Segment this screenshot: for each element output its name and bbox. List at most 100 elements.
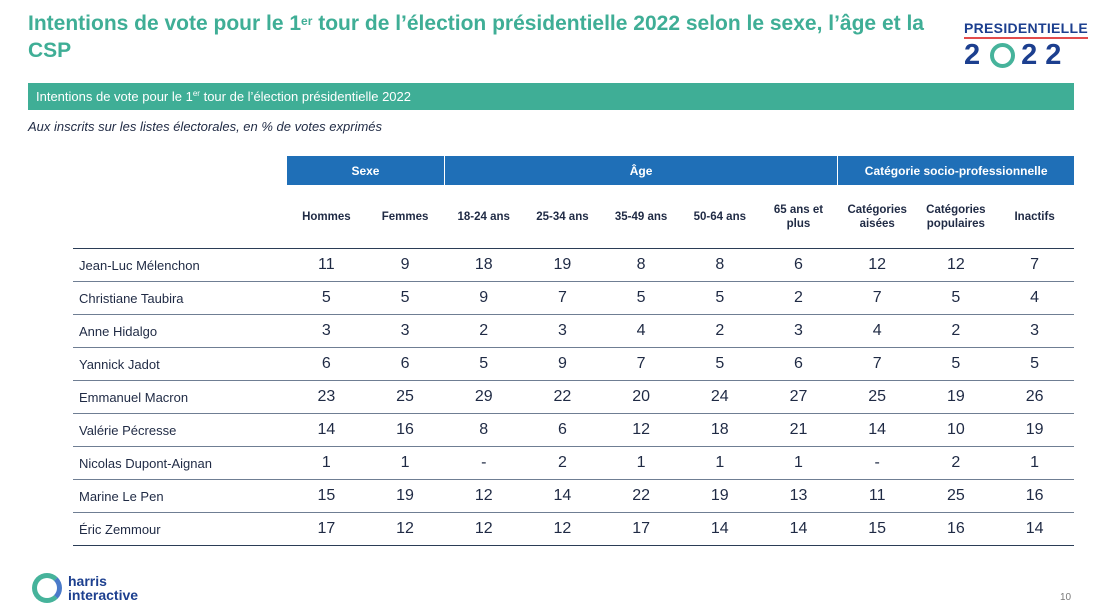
vote-value: 4 (601, 314, 681, 348)
vote-value: 9 (365, 248, 445, 282)
vote-value: 22 (601, 479, 681, 513)
vote-value: 18 (680, 413, 760, 447)
vote-value: 6 (523, 413, 602, 447)
logo-year-right: 22 (1021, 39, 1070, 71)
vote-value: 5 (680, 347, 760, 381)
vote-value: 1 (759, 446, 838, 480)
candidate-name: Anne Hidalgo (73, 314, 288, 348)
vote-value: 13 (759, 479, 838, 513)
table-row: Yannick Jadot 6 6 5 9 7 5 6 7 5 5 (73, 347, 1074, 381)
vote-value: 5 (916, 281, 996, 315)
vote-value: 17 (601, 512, 681, 546)
vote-value: 5 (365, 281, 445, 315)
vote-value: 14 (995, 512, 1074, 546)
vote-value: 8 (444, 413, 524, 447)
vote-value: 6 (287, 347, 366, 381)
group-header-blank (73, 156, 287, 185)
vote-value: 5 (680, 281, 760, 315)
vote-value: 3 (995, 314, 1074, 348)
candidate-name: Nicolas Dupont-Aignan (73, 446, 288, 480)
vote-value: 2 (444, 314, 524, 348)
vote-value: 16 (916, 512, 996, 546)
vote-value: 2 (759, 281, 838, 315)
vote-value: 15 (287, 479, 366, 513)
column-header: 65 ans et plus (759, 185, 838, 249)
vote-value: 6 (759, 248, 838, 282)
vote-value: 1 (601, 446, 681, 480)
vote-value: 11 (837, 479, 917, 513)
vote-value: 12 (837, 248, 917, 282)
logo-year-left: 2 (964, 39, 989, 71)
vote-value: 1 (365, 446, 445, 480)
results-table: Sexe Âge Catégorie socio-professionnelle… (73, 156, 1074, 546)
vote-value: 19 (680, 479, 760, 513)
table-row: Valérie Pécresse 14 16 8 6 12 18 21 14 10 19 (73, 413, 1074, 447)
title-superscript: er (301, 14, 313, 28)
vote-value: 2 (680, 314, 760, 348)
vote-value: 14 (287, 413, 366, 447)
candidate-name: Marine Le Pen (73, 479, 288, 513)
column-header: Femmes (365, 185, 445, 249)
vote-value: 12 (601, 413, 681, 447)
table-row: Nicolas Dupont-Aignan 1 1-2 1 1 1-2 1 (73, 446, 1074, 480)
vote-value: 19 (995, 413, 1074, 447)
page-title: Intentions de vote pour le 1er tour de l… (28, 10, 948, 64)
vote-value: 7 (523, 281, 602, 315)
vote-value: 4 (837, 314, 917, 348)
vote-value: 4 (995, 281, 1074, 315)
vote-value: 2 (916, 314, 996, 348)
candidate-name: Christiane Taubira (73, 281, 288, 315)
brand-line1: harris (68, 573, 107, 589)
column-header: 25-34 ans (523, 185, 602, 249)
table-row: Anne Hidalgo 3 3 2 3 4 2 3 4 2 3 (73, 314, 1074, 348)
banner-superscript: er (192, 89, 200, 98)
vote-value: 5 (916, 347, 996, 381)
group-header-age: Âge (443, 156, 838, 185)
column-header: Catégories aisées (837, 185, 917, 249)
vote-value: - (837, 446, 917, 480)
vote-value: 22 (523, 380, 602, 414)
section-banner: Intentions de vote pour le 1er tour de l… (28, 83, 1074, 110)
vote-value: 26 (995, 380, 1074, 414)
vote-value: 11 (287, 248, 366, 282)
column-header: 35-49 ans (601, 185, 681, 249)
vote-value: 3 (759, 314, 838, 348)
vote-value: 12 (916, 248, 996, 282)
table-row: Marine Le Pen 15 19 12 14 22 19 13 11 25 16 (73, 479, 1074, 513)
vote-value: 2 (523, 446, 602, 480)
banner-text-after: tour de l’élection présidentielle 2022 (199, 89, 411, 104)
page-number: 10 (1060, 592, 1072, 603)
vote-value: 3 (523, 314, 602, 348)
vote-value: 19 (916, 380, 996, 414)
vote-value: 21 (759, 413, 838, 447)
vote-value: 7 (837, 281, 917, 315)
vote-value: 29 (444, 380, 524, 414)
table-row: Éric Zemmour 17 12 12 12 17 14 14 15 16 14 (73, 512, 1074, 546)
column-header: 50-64 ans (680, 185, 760, 249)
vote-value: 12 (444, 479, 524, 513)
vote-value: 14 (759, 512, 838, 546)
harris-interactive-logo: harris interactive (32, 573, 138, 603)
candidate-name: Jean-Luc Mélenchon (73, 248, 288, 282)
column-header-blank (73, 185, 288, 249)
vote-value: 1 (995, 446, 1074, 480)
vote-value: 23 (287, 380, 366, 414)
vote-value: 27 (759, 380, 838, 414)
logo-word: PRESIDENTIELLE (964, 20, 1088, 39)
title-text-before: Intentions de vote pour le 1 (28, 12, 302, 35)
vote-value: 2 (916, 446, 996, 480)
table-row: Emmanuel Macron 23 25 29 22 20 24 27 25 19 26 (73, 380, 1074, 414)
table-row: Jean-Luc Mélenchon 11 9 18 19 8 8 6 12 12 7 (73, 248, 1074, 282)
vote-value: 14 (837, 413, 917, 447)
vote-value: 3 (365, 314, 445, 348)
column-header: Inactifs (995, 185, 1074, 249)
vote-value: 16 (365, 413, 445, 447)
harris-circle-icon (32, 573, 62, 603)
vote-value: 24 (680, 380, 760, 414)
logo-year: 2 22 (964, 39, 1074, 71)
vote-value: 19 (365, 479, 445, 513)
group-header-sexe: Sexe (287, 156, 445, 185)
vote-value: 15 (837, 512, 917, 546)
vote-value: 3 (287, 314, 366, 348)
vote-value: 5 (287, 281, 366, 315)
